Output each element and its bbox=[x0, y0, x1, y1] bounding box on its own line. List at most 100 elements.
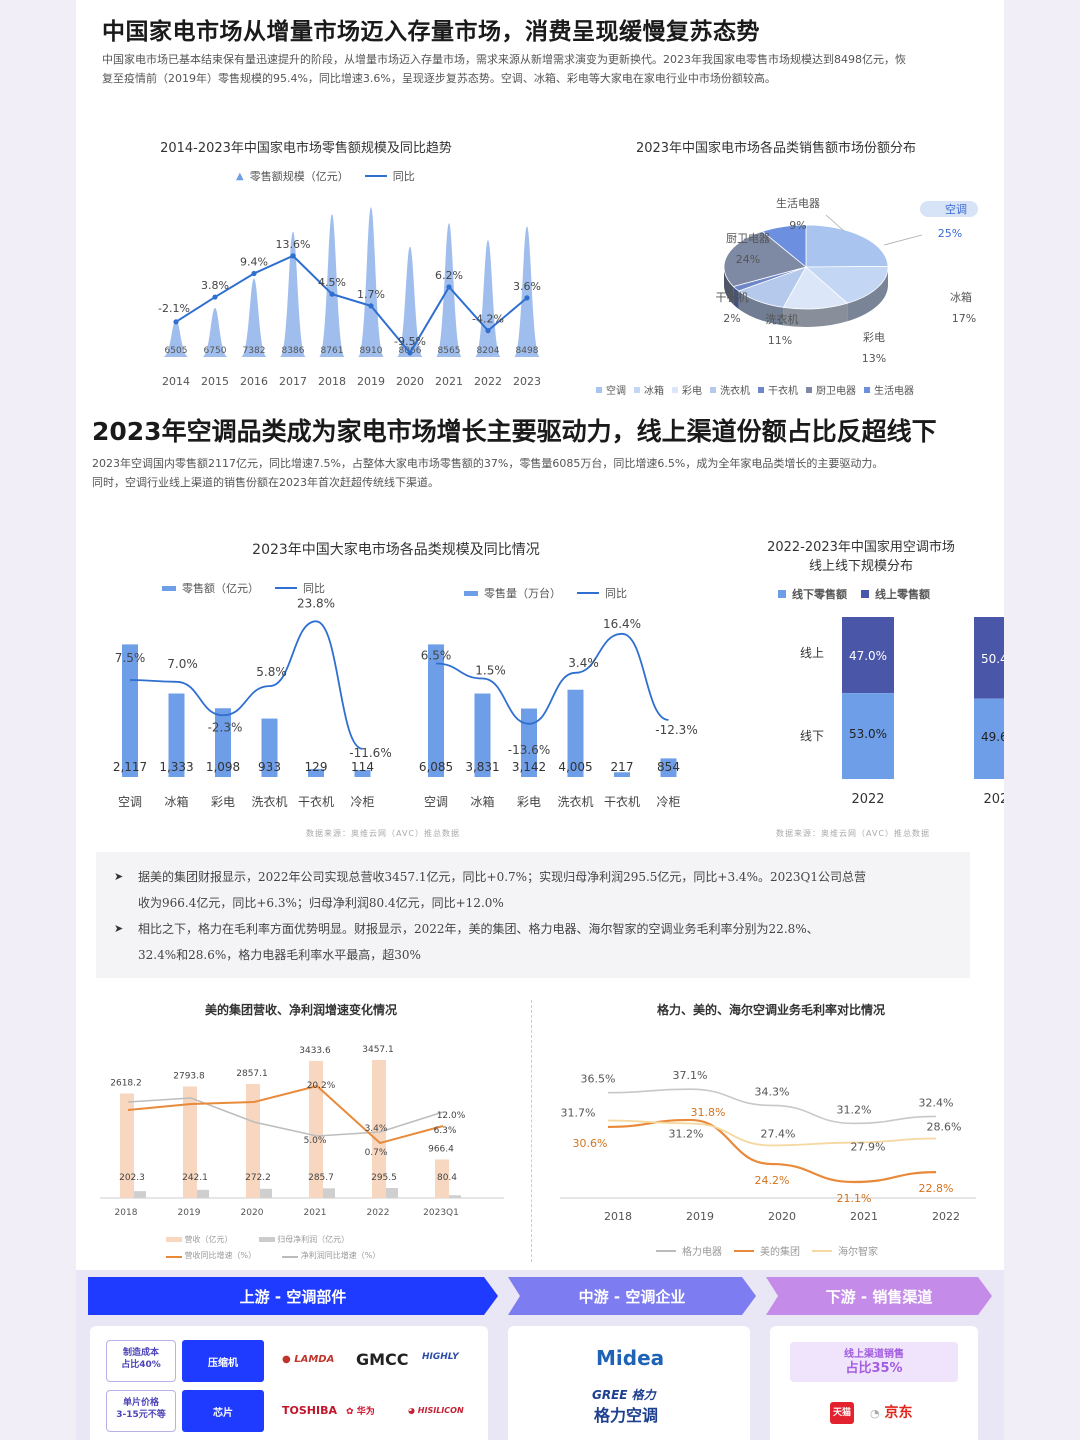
yoy-label: 1.7% bbox=[357, 288, 385, 301]
yoy-line bbox=[175, 254, 528, 355]
profit-bar bbox=[260, 1188, 272, 1198]
growth-label: 3.4% bbox=[365, 1124, 388, 1134]
yoy-label: 13.6% bbox=[276, 238, 311, 251]
pie-side bbox=[724, 267, 734, 305]
profit-label: 202.3 bbox=[119, 1173, 145, 1183]
chart4-legend-a: 线下零售额 bbox=[792, 588, 847, 601]
upstream-panel: 制造成本 占比40% 单片价格 3-15元不等 压缩机 芯片 ● LAMDA G… bbox=[90, 1326, 488, 1440]
bar-value-label: 129 bbox=[305, 760, 328, 774]
x-tick-label: 2022 bbox=[474, 375, 502, 388]
category-label: 彩电 bbox=[211, 795, 235, 809]
chart6-lines: 36.5% 37.1% 34.3% 31.2% 32.4% 30.6% 31.8% 24.2%… bbox=[560, 1069, 976, 1223]
yoy-point bbox=[212, 294, 218, 300]
revenue-label: 2857.1 bbox=[236, 1069, 268, 1079]
midstream-header: 中游 - 空调企业 bbox=[578, 1287, 686, 1306]
gree-margin-line bbox=[607, 1088, 937, 1125]
note-item-2: ➤ 相比之下，格力在毛利率方面优势明显。财报显示，2022年，美的集团、格力电器… bbox=[114, 916, 946, 968]
chart5-legend-d: 净利润同比增速（%） bbox=[300, 1251, 381, 1260]
bar-value-label: 217 bbox=[611, 760, 634, 774]
haier-margin-label: 27.9% bbox=[851, 1141, 886, 1154]
midstream-panel: Midea GREE 格力 格力空调 bbox=[508, 1326, 750, 1440]
legend-swatch-icon bbox=[710, 386, 716, 393]
note-2-line1: 相比之下，格力在毛利率方面优势明显。财报显示，2022年，美的集团、格力电器、海… bbox=[138, 922, 819, 936]
legend-item-label: 冰箱 bbox=[644, 386, 664, 397]
chart1-title: 2014-2023年中国家电市场零售额规模及同比趋势 bbox=[160, 141, 452, 156]
legend-item-label: 干衣机 bbox=[768, 386, 798, 397]
bar-value-label: 2,117 bbox=[113, 760, 147, 774]
chart1-area-line: 6505 2014 6750 2015 7382 2016 8386 2017 8761 2018… bbox=[158, 207, 541, 388]
bar-swatch-icon bbox=[464, 590, 478, 596]
x-tick-label: 2019 bbox=[357, 375, 385, 388]
chart2-pie: 空调 25% 冰箱 17% 彩电 13% 洗衣机 11% 干衣机 2% 厨卫电器 24% 生活电器 9% bbox=[716, 196, 978, 365]
legend-item-label: 生活电器 bbox=[874, 386, 914, 397]
chart3-legend-left: 零售额（亿元） 同比 bbox=[162, 580, 325, 596]
bar bbox=[122, 644, 138, 777]
chart6-legend-a: 格力电器 bbox=[682, 1247, 722, 1258]
tag1-line1: 制造成本 bbox=[122, 1348, 159, 1358]
yoy-label: 4.5% bbox=[318, 276, 346, 289]
revenue-label: 2793.8 bbox=[173, 1071, 205, 1081]
chart3-legend-b1: 同比 bbox=[303, 582, 325, 595]
report-page: 中国家电市场从增量市场迈入存量市场，消费呈现缓慢复苏态势 中国家电市场已基本结束… bbox=[76, 0, 1004, 1440]
profit-bar bbox=[197, 1189, 209, 1198]
brand-midea: Midea bbox=[596, 1346, 665, 1370]
leader-line bbox=[883, 234, 923, 246]
offline-bar-segment bbox=[842, 693, 894, 779]
x-tick-label: 2018 bbox=[318, 375, 346, 388]
note-1-line1: 据美的集团财报显示，2022年公司实现总营收3457.1亿元，同比+0.7%；实… bbox=[138, 870, 866, 884]
revenue-bar bbox=[183, 1086, 197, 1198]
revenue-bar bbox=[246, 1083, 260, 1198]
brand-lamda: ● LAMDA bbox=[282, 1354, 334, 1365]
yoy-label: -13.6% bbox=[508, 743, 550, 757]
bar-swatch-icon bbox=[258, 1237, 275, 1242]
yoy-label: -12.3% bbox=[655, 723, 697, 737]
x-tick-label: 2020 bbox=[768, 1210, 796, 1223]
pie-label-pill bbox=[920, 201, 978, 217]
midea-margin-label: 24.2% bbox=[755, 1174, 790, 1187]
bar-value-label: 114 bbox=[351, 760, 374, 774]
pie-side bbox=[738, 290, 784, 326]
chart3-legend-b2: 同比 bbox=[605, 587, 627, 600]
online-tag-line2: 占比35% bbox=[845, 1361, 903, 1376]
profit-label: 285.7 bbox=[308, 1173, 334, 1183]
chart5-combo: 2618.2 202.3 2018 2793.8 242.1 2019 2857.1 272.… bbox=[100, 1045, 504, 1218]
chart6-legend-c: 海尔智家 bbox=[838, 1247, 878, 1258]
brand-gree-cn: 格力空调 bbox=[594, 1406, 659, 1425]
bar-value-label: 1,333 bbox=[159, 760, 193, 774]
tag2-line2: 3-15元不等 bbox=[116, 1410, 166, 1420]
category-label: 彩电 bbox=[517, 795, 541, 809]
cost-share-tag: 制造成本 占比40% bbox=[106, 1340, 176, 1382]
value-label: 8910 bbox=[360, 346, 383, 356]
revenue-growth-line bbox=[127, 1084, 444, 1145]
downstream-header: 下游 - 销售渠道 bbox=[825, 1287, 933, 1306]
lamda-dot-icon: ● bbox=[282, 1354, 291, 1365]
tag2-line1: 单片价格 bbox=[122, 1398, 159, 1408]
yoy-label: 23.8% bbox=[297, 596, 335, 610]
yoy-label: -11.6% bbox=[349, 746, 391, 760]
row-label-offline: 线下 bbox=[800, 729, 824, 743]
section2-para-line1: 2023年空调国内零售额2117亿元，同比增速7.5%，占整体大家电市场零售额的… bbox=[92, 457, 884, 470]
category-label: 空调 bbox=[424, 795, 448, 809]
yoy-label: 1.5% bbox=[475, 664, 506, 678]
brand-lamda-text: LAMDA bbox=[294, 1354, 335, 1365]
gree-margin-label: 32.4% bbox=[919, 1096, 954, 1109]
area-spike bbox=[280, 231, 306, 357]
chart3-legend-right: 零售量（万台） 同比 bbox=[464, 585, 627, 601]
section1-title: 中国家电市场从增量市场迈入存量市场，消费呈现缓慢复苏态势 bbox=[102, 19, 760, 45]
category-label: 洗衣机 bbox=[251, 794, 287, 809]
value-label: 6750 bbox=[204, 346, 227, 356]
bar bbox=[474, 693, 491, 777]
chip-box: 芯片 bbox=[182, 1390, 264, 1432]
legend-item-label: 洗衣机 bbox=[720, 386, 750, 397]
legend-swatch-icon bbox=[672, 386, 678, 393]
brand-huawei-text: 华为 bbox=[356, 1407, 375, 1417]
midea-margin-label: 31.8% bbox=[691, 1106, 726, 1119]
line-swatch-icon bbox=[734, 1249, 754, 1252]
yoy-point bbox=[251, 270, 257, 277]
line-swatch-icon bbox=[282, 1256, 299, 1258]
profit-bar bbox=[134, 1191, 146, 1198]
area-spike bbox=[319, 214, 345, 357]
brand-huawei: ✿ 华为 bbox=[346, 1404, 375, 1417]
bar bbox=[660, 758, 677, 777]
bar-value-label: 3,142 bbox=[512, 760, 546, 774]
